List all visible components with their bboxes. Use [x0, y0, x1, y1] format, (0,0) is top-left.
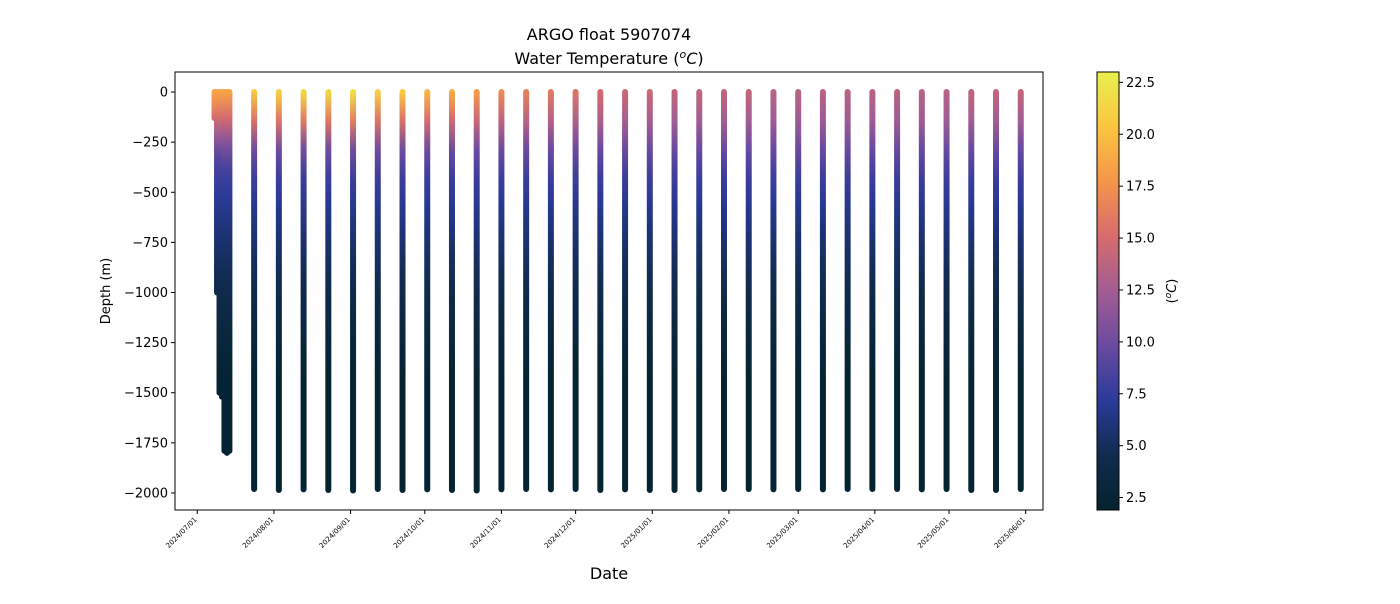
y-tick-label: −1750 [124, 436, 168, 451]
colorbar-tick-label: 5.0 [1126, 439, 1147, 454]
y-tick-label: −250 [132, 136, 168, 151]
y-tick-label: −500 [132, 186, 168, 201]
plot-frame [174, 71, 1044, 511]
x-tick-label: 2024/12/01 [543, 516, 577, 550]
colorbar-tick-label: 7.5 [1126, 387, 1147, 402]
x-tick-label: 2025/02/01 [696, 516, 730, 550]
colorbar-tick-label: 20.0 [1126, 128, 1155, 143]
colorbar-tick-label: 2.5 [1126, 491, 1147, 506]
colorbar-tick-label: 12.5 [1126, 283, 1155, 298]
x-tick-label: 2025/01/01 [619, 516, 653, 550]
chart-subtitle: Water Temperature (oC) [514, 48, 703, 68]
colorbar-tick-label: 22.5 [1126, 76, 1155, 91]
colorbar-axis: 2.5 5.0 7.5 10.0 12.5 15.0 17.5 20.0 22.5 [1119, 76, 1155, 506]
y-tick-label: −1000 [124, 286, 168, 301]
y-axis: 0 −250 −500 −750 −1000 −1250 −1500 −1750 −2000 [124, 86, 175, 501]
chart-title: ARGO float 5907074 [527, 25, 691, 44]
colorbar-tick-label: 17.5 [1126, 180, 1155, 195]
x-tick-label: 2024/09/01 [318, 516, 352, 550]
y-tick-label: −1250 [124, 336, 168, 351]
x-tick-label: 2025/04/01 [842, 516, 876, 550]
colorbar [1096, 71, 1120, 511]
x-tick-label: 2025/06/01 [993, 516, 1027, 550]
x-tick-label: 2024/07/01 [164, 516, 198, 550]
colorbar-label: (oC) [1164, 279, 1180, 304]
x-axis-label: Date [590, 564, 628, 583]
colorbar-tick-label: 15.0 [1126, 232, 1155, 247]
profiles-layer [211, 89, 1024, 494]
colorbar-tick-label: 10.0 [1126, 335, 1155, 350]
x-axis: 2024/07/01 2024/08/01 2024/09/01 2024/10/01… [164, 510, 1027, 550]
y-tick-label: −1500 [124, 386, 168, 401]
y-axis-label: Depth (m) [99, 258, 114, 325]
y-tick-label: −2000 [124, 486, 168, 501]
y-tick-label: −750 [132, 236, 168, 251]
x-tick-label: 2025/03/01 [765, 516, 799, 550]
x-tick-label: 2025/05/01 [916, 516, 950, 550]
y-tick-label: 0 [160, 86, 168, 101]
x-tick-label: 2024/11/01 [469, 516, 503, 550]
x-tick-label: 2024/10/01 [392, 516, 426, 550]
x-tick-label: 2024/08/01 [241, 516, 275, 550]
